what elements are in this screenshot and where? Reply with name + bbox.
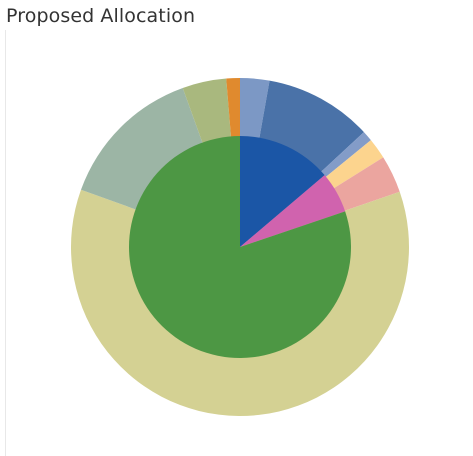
inner-pie [129,136,352,358]
inner-slice-1[interactable] [240,136,325,247]
panel-divider [5,30,6,456]
chart-title: Proposed Allocation [6,5,196,27]
inner-slice-3[interactable] [129,136,352,358]
inner-slice-2[interactable] [240,175,346,247]
